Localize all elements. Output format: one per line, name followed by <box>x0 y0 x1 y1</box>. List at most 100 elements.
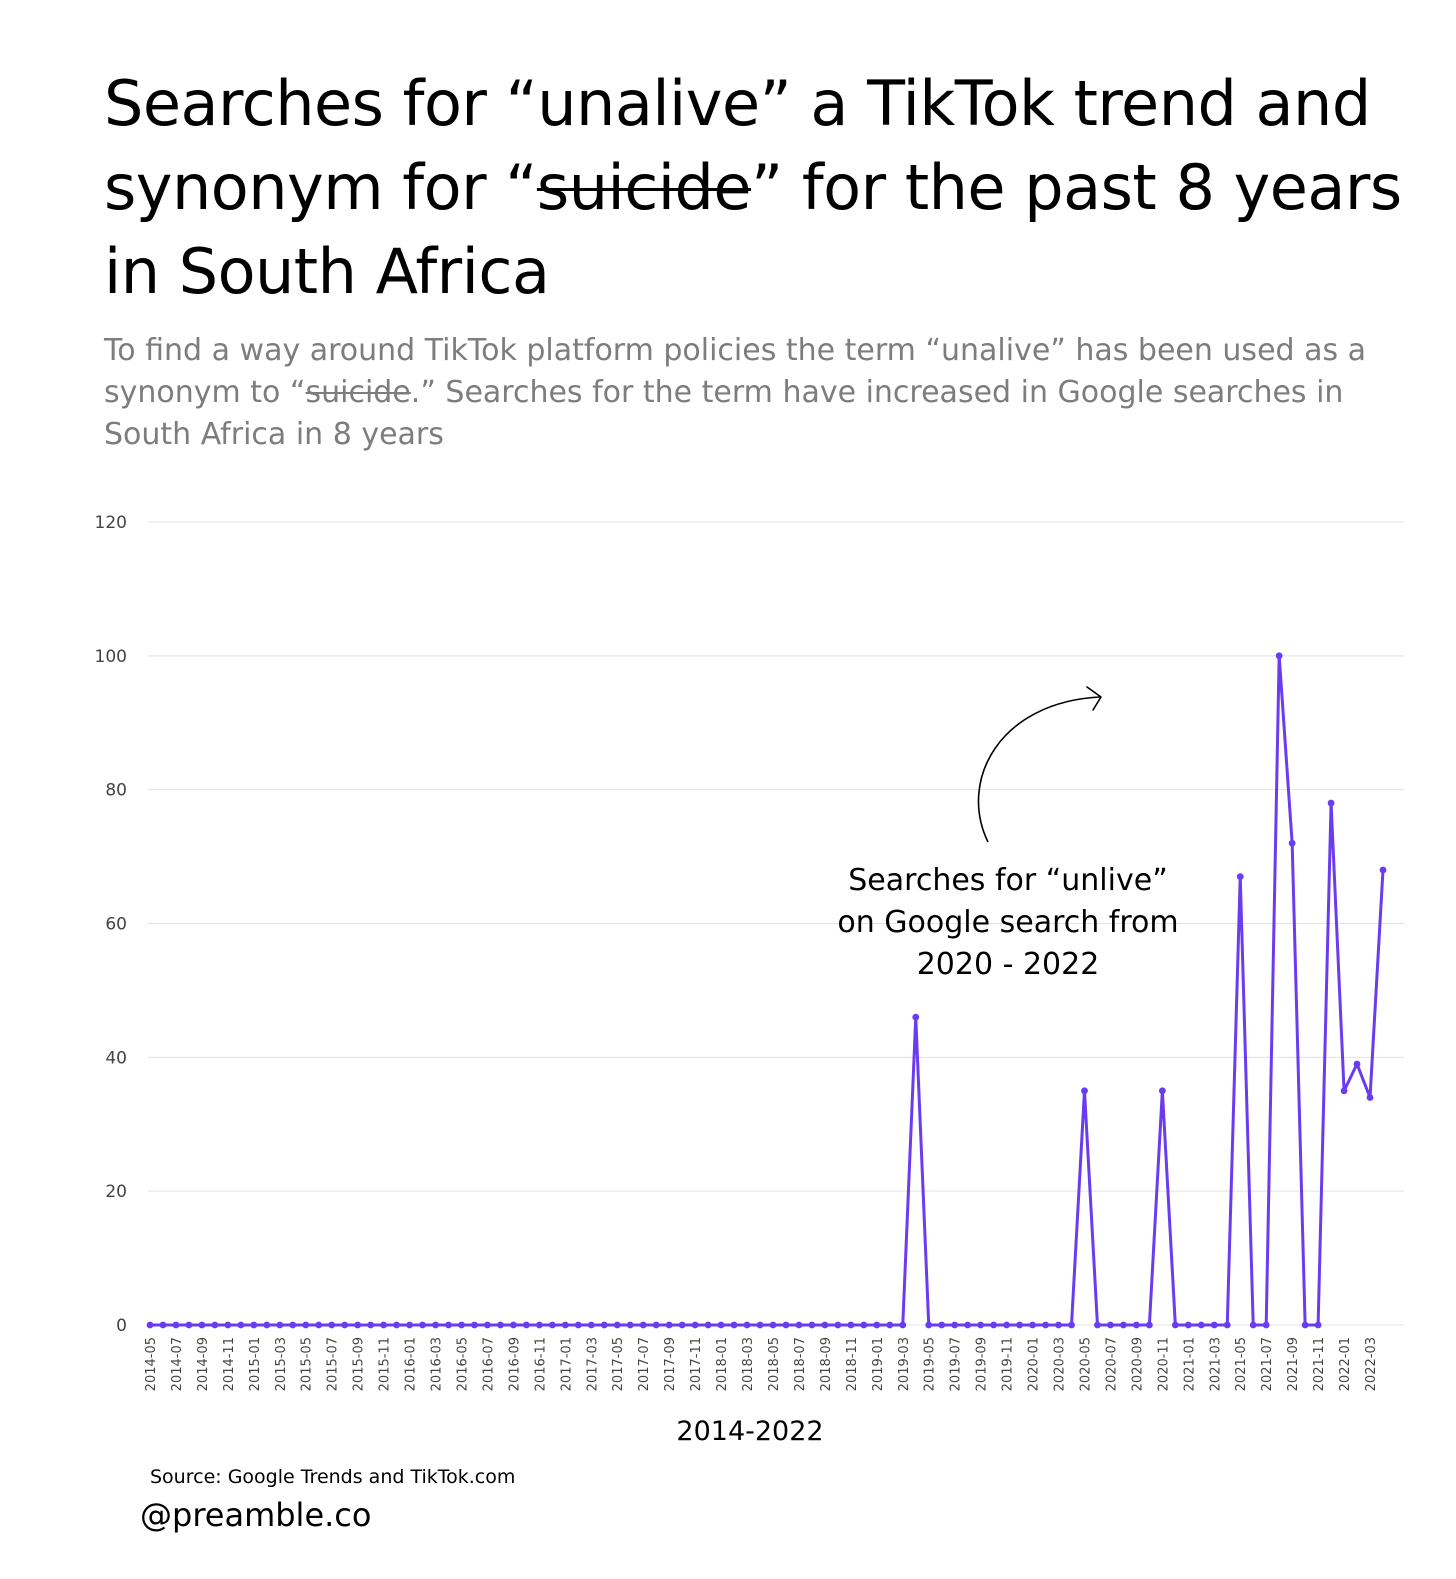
x-tick-label: 2022-01 <box>1338 1337 1353 1391</box>
chart-subtitle: To find a way around TikTok platform pol… <box>104 330 1404 456</box>
data-point <box>341 1321 349 1329</box>
x-tick-label: 2019-05 <box>923 1337 938 1391</box>
data-point <box>600 1321 608 1329</box>
data-point <box>1003 1321 1011 1329</box>
x-tick-label: 2018-05 <box>767 1337 782 1391</box>
x-tick-label: 2016-05 <box>455 1337 470 1391</box>
x-tick-label: 2021-03 <box>1208 1337 1223 1391</box>
x-tick-label: 2017-05 <box>611 1337 626 1391</box>
grid-lines <box>148 521 1404 1326</box>
data-point <box>1314 1321 1322 1329</box>
data-point <box>808 1321 816 1329</box>
data-point <box>1107 1321 1114 1329</box>
x-tick-label: 2020-11 <box>1156 1337 1171 1391</box>
data-point <box>445 1321 452 1329</box>
x-tick-label: 2017-01 <box>559 1337 574 1391</box>
y-tick-label-20: 20 <box>105 1182 127 1202</box>
series-line-0 <box>150 654 1385 1327</box>
x-tick-label: 2015-07 <box>326 1337 341 1391</box>
data-point <box>1197 1321 1205 1329</box>
annotation-line-1: Searches for “unlive” <box>848 863 1168 898</box>
y-tick-label-120: 120 <box>95 513 127 533</box>
data-point <box>224 1321 232 1329</box>
x-tick-label: 2016-07 <box>481 1337 496 1391</box>
data-point <box>730 1321 738 1329</box>
y-tick-label-60: 60 <box>105 915 127 935</box>
data-point <box>951 1321 959 1329</box>
data-point <box>263 1321 271 1329</box>
data-point <box>1327 799 1335 807</box>
data-point <box>704 1321 712 1329</box>
data-point <box>276 1321 284 1329</box>
annotation: Searches for “unlive” on Google search f… <box>808 860 1208 986</box>
data-point <box>548 1321 556 1329</box>
data-point <box>1210 1321 1218 1329</box>
data-point <box>159 1321 167 1329</box>
data-point <box>1029 1321 1036 1329</box>
data-point <box>886 1321 894 1329</box>
x-tick-label: 2021-11 <box>1312 1337 1327 1391</box>
data-point <box>1249 1321 1257 1329</box>
data-point <box>1171 1321 1179 1329</box>
x-tick-label: 2017-11 <box>689 1337 704 1391</box>
x-tick-label: 2016-09 <box>507 1337 522 1391</box>
data-point <box>964 1321 972 1329</box>
data-point <box>743 1321 751 1329</box>
x-tick-label: 2022-03 <box>1364 1337 1379 1391</box>
data-point <box>1042 1321 1049 1329</box>
x-tick-label: 2019-01 <box>871 1337 886 1391</box>
y-tick-label-80: 80 <box>105 781 127 801</box>
x-tick-label: 2016-03 <box>430 1337 445 1391</box>
data-point <box>1340 1087 1348 1095</box>
data-point <box>561 1321 569 1329</box>
x-tick-label: 2019-09 <box>975 1337 990 1391</box>
x-tick-label: 2021-05 <box>1234 1337 1249 1391</box>
subtitle-text-1: To find a way around TikTok platform pol… <box>104 333 1367 410</box>
data-point <box>354 1321 362 1329</box>
data-point <box>289 1321 297 1329</box>
data-point <box>1379 866 1387 874</box>
data-point <box>1275 652 1283 660</box>
x-tick-label: 2018-09 <box>819 1337 834 1391</box>
data-point <box>315 1321 323 1329</box>
x-tick-label: 2015-11 <box>378 1337 393 1391</box>
data-point <box>328 1321 336 1329</box>
y-axis-ticks: 0 20 40 60 80 100 120 <box>95 513 127 1336</box>
data-point <box>756 1321 764 1329</box>
x-tick-label: 2015-01 <box>248 1337 263 1391</box>
brand-handle: @preamble.co <box>140 1496 372 1534</box>
data-point <box>1288 839 1296 847</box>
data-point <box>574 1321 582 1329</box>
data-point <box>380 1321 388 1329</box>
data-point <box>185 1321 193 1329</box>
data-point <box>1094 1321 1101 1329</box>
data-point <box>665 1321 673 1329</box>
data-point <box>1184 1321 1192 1329</box>
data-point <box>847 1321 855 1329</box>
x-tick-label: 2020-03 <box>1053 1337 1068 1391</box>
y-tick-label-0: 0 <box>116 1316 127 1336</box>
x-tick-label: 2015-05 <box>300 1337 315 1391</box>
data-point <box>821 1321 829 1329</box>
data-point <box>510 1321 517 1329</box>
data-point <box>432 1321 439 1329</box>
x-tick-label: 2016-11 <box>533 1337 548 1391</box>
data-point <box>652 1321 660 1329</box>
x-tick-label: 2018-11 <box>845 1337 860 1391</box>
title-text-2: ” for the past 8 years in South Africa <box>104 151 1402 308</box>
data-point <box>1236 873 1244 881</box>
x-tick-label: 2020-01 <box>1027 1337 1042 1391</box>
x-tick-label: 2018-07 <box>793 1337 808 1391</box>
title-text-1: Searches for “unalive” a TikTok trend an… <box>104 67 1371 224</box>
x-tick-label: 2018-03 <box>741 1337 756 1391</box>
data-point <box>860 1321 868 1329</box>
data-point <box>484 1321 491 1329</box>
x-tick-label: 2021-09 <box>1286 1337 1301 1391</box>
data-point <box>522 1321 530 1329</box>
x-tick-label: 2016-01 <box>404 1337 419 1391</box>
source-note: Source: Google Trends and TikTok.com <box>150 1466 516 1488</box>
data-point <box>302 1321 310 1329</box>
x-tick-label: 2017-09 <box>663 1337 678 1391</box>
x-tick-label: 2017-07 <box>637 1337 652 1391</box>
